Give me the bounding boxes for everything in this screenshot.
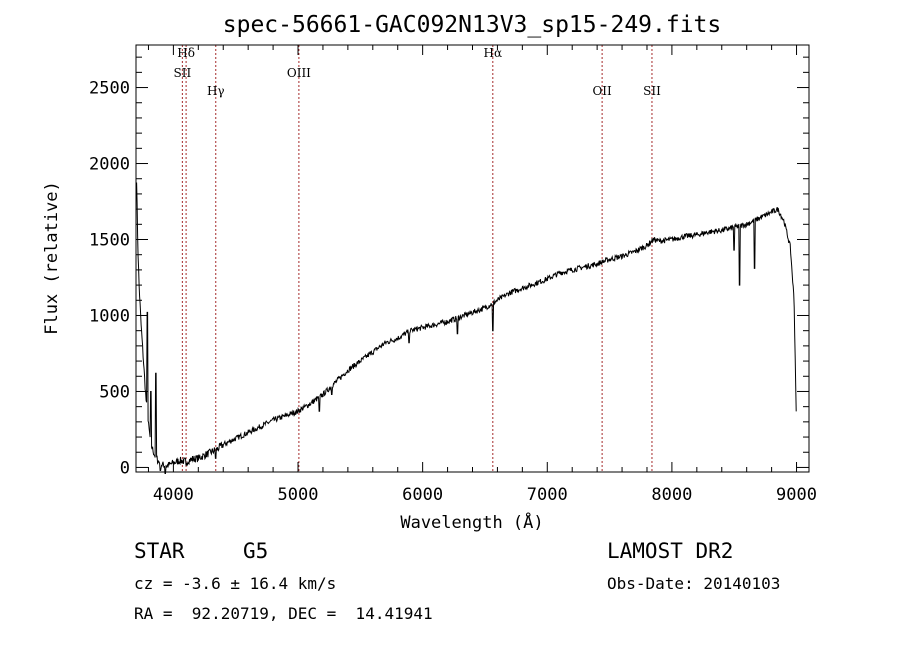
obs-date-text: Obs-Date: 20140103 (607, 574, 781, 593)
y-tick-label: 2500 (89, 79, 130, 99)
y-tick-label: 1000 (89, 306, 130, 326)
object-subclass: G5 (243, 539, 269, 563)
survey-name: LAMOST DR2 (607, 539, 734, 563)
spectral-line-label: SII (174, 66, 192, 80)
chart-title: spec-56661-GAC092N13V3_sp15-249.fits (223, 12, 722, 38)
plot-frame (135, 44, 810, 473)
spectral-line-label: Hγ (207, 84, 225, 98)
x-axis: 4000 5000 6000 7000 8000 9000 (147, 45, 817, 505)
x-tick-label: 6000 (402, 485, 443, 505)
x-tick-label: 4000 (153, 485, 194, 505)
x-tick-label: 8000 (651, 485, 692, 505)
redshift-text: cz = -3.6 ± 16.4 km/s (134, 574, 337, 593)
spectral-line-label: SII (643, 84, 661, 98)
y-tick-label: 1500 (89, 231, 130, 251)
spectrum-line (136, 182, 797, 474)
x-axis-label: Wavelength (Å) (400, 511, 543, 533)
spectral-line-label: OIII (287, 66, 311, 80)
y-axis: 0 500 1000 1500 2000 2500 (89, 56, 809, 478)
x-tick-label: 5000 (278, 485, 319, 505)
x-tick-label: 7000 (527, 485, 568, 505)
x-tick-label: 9000 (776, 485, 817, 505)
spectral-line-label: Hδ (177, 46, 195, 60)
spectral-line-label: Hα (484, 46, 503, 60)
object-class: STAR (134, 539, 185, 563)
spectral-line-label: OII (592, 84, 612, 98)
y-tick-label: 2000 (89, 155, 130, 175)
coordinates-text: RA = 92.20719, DEC = 14.41941 (134, 604, 433, 623)
y-tick-label: 0 (120, 458, 130, 478)
spectral-lines: Hδ SII Hγ OIII Hα OII SII (174, 45, 661, 472)
y-tick-label: 500 (99, 382, 130, 402)
y-axis-label: Flux (relative) (42, 181, 62, 335)
